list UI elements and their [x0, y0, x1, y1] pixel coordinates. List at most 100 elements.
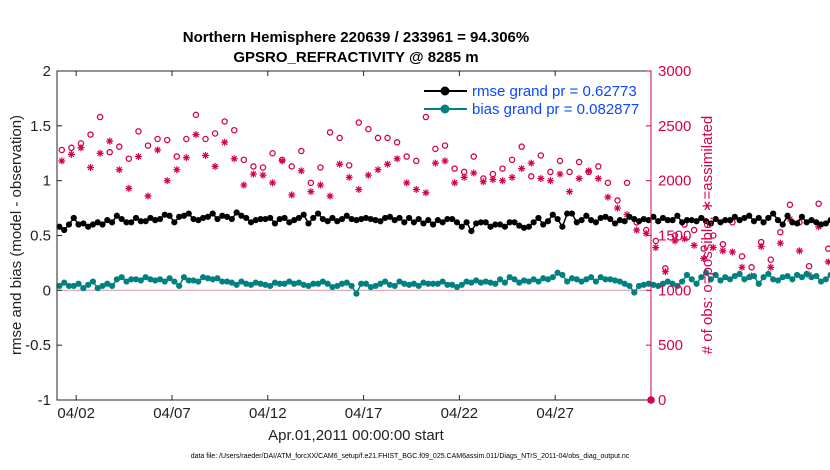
bias-point: [616, 278, 623, 285]
bias-point: [746, 274, 753, 281]
rmse-point: [803, 219, 810, 226]
possible-obs-point: [298, 147, 305, 155]
bias-point: [80, 285, 87, 292]
y-tick-label: 1.5: [30, 118, 51, 135]
bias-point: [473, 277, 480, 284]
assimilated-obs-point: [728, 248, 736, 256]
bias-point: [108, 282, 116, 290]
bias-point: [736, 270, 743, 277]
rmse-point: [286, 219, 293, 226]
rmse-point: [463, 219, 470, 226]
bias-point: [267, 282, 274, 290]
rmse-point: [132, 214, 140, 222]
rmse-point: [166, 212, 173, 219]
rmse-point: [683, 217, 691, 224]
assimilated-obs-point: [393, 155, 401, 163]
rmse-point: [779, 221, 786, 228]
rmse-point: [305, 220, 312, 227]
bias-point: [405, 281, 413, 288]
bias-point: [238, 278, 245, 285]
rmse-point: [544, 218, 552, 225]
assimilated-obs-point: [403, 179, 411, 187]
possible-obs-point: [221, 118, 228, 125]
possible-obs-point: [173, 153, 181, 160]
bias-point: [506, 274, 513, 281]
assimilated-obs-point: [259, 171, 267, 179]
rmse-point: [439, 219, 446, 226]
assimilated-obs-point: [77, 144, 85, 152]
assimilated-obs-point: [527, 159, 535, 167]
rmse-point: [386, 213, 394, 220]
bias-point: [458, 281, 465, 288]
rmse-point: [80, 220, 87, 227]
rmse-point: [592, 219, 600, 226]
rmse-point: [774, 217, 782, 224]
bias-point: [722, 274, 729, 281]
bias-point: [338, 280, 346, 287]
assimilated-obs-point: [154, 146, 162, 154]
rmse-point: [602, 213, 609, 220]
rmse-point: [405, 214, 413, 222]
bias-point: [453, 283, 461, 291]
bias-point: [118, 274, 125, 281]
bias-point: [650, 281, 657, 288]
rmse-point: [487, 223, 494, 230]
rmse-point: [434, 217, 441, 224]
possible-obs-point: [527, 173, 535, 180]
possible-obs-point: [710, 232, 717, 239]
assimilated-obs-point: [585, 167, 593, 175]
rmse-point: [635, 218, 643, 225]
assimilated-obs-point: [661, 268, 669, 276]
rmse-point: [142, 218, 149, 225]
rmse-point: [813, 219, 820, 226]
bias-point: [152, 277, 159, 284]
bias-point: [329, 283, 336, 291]
bias-point: [429, 280, 437, 287]
possible-obs-point: [211, 130, 219, 137]
y-axis-label: rmse and bias (model - observation): [8, 115, 25, 355]
rmse-point: [61, 226, 68, 234]
rmse-point: [626, 213, 633, 220]
bias-point: [176, 282, 183, 290]
x-tick-label: 04/22: [441, 405, 479, 422]
series-3-group: [58, 131, 830, 280]
possible-obs-point: [767, 256, 775, 263]
rmse-point: [650, 213, 657, 220]
bias-point: [794, 271, 801, 279]
assimilated-obs-point: [134, 153, 142, 161]
bias-point: [382, 278, 389, 285]
rmse-point: [530, 219, 537, 226]
bias-point: [362, 280, 370, 287]
y-right-tick-label: 3000: [658, 63, 691, 80]
possible-obs-point: [87, 131, 94, 138]
bias-point: [511, 276, 518, 283]
right-y-axis: 0 500 1000 1500 2000 2500 3000: [646, 63, 691, 409]
bias-point: [827, 271, 830, 279]
y-tick-label: 2: [43, 63, 51, 80]
rmse-point: [94, 219, 101, 226]
bias-point: [679, 278, 686, 285]
assimilated-obs-point: [431, 159, 439, 167]
bias-point: [228, 279, 235, 286]
bias-point: [817, 278, 825, 285]
rmse-point: [70, 214, 77, 222]
rmse-point: [176, 213, 183, 220]
rmse-point: [554, 215, 561, 223]
bias-point: [223, 278, 231, 285]
series-0-group: [56, 209, 830, 235]
assimilated-obs-point: [709, 244, 717, 252]
assimilated-obs-point: [230, 155, 238, 163]
bias-point: [85, 281, 92, 288]
rmse-point: [396, 214, 403, 222]
legend-bias-label: bias grand pr = 0.082877: [472, 101, 639, 118]
rmse-point: [765, 214, 772, 222]
bias-point: [310, 280, 317, 287]
assimilated-obs-point: [575, 174, 583, 182]
rmse-point: [702, 218, 710, 225]
bias-point: [683, 271, 691, 279]
bias-point: [487, 279, 494, 286]
bias-point: [822, 276, 829, 283]
rmse-point: [291, 217, 298, 224]
bias-point: [659, 280, 667, 287]
bias-point: [568, 275, 576, 282]
